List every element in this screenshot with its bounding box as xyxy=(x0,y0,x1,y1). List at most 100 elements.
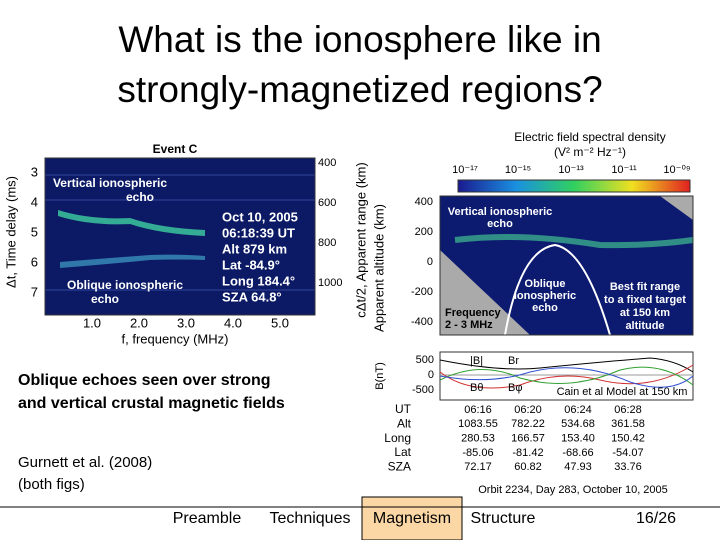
table-cell: 72.17 xyxy=(464,461,492,473)
surface-wedge xyxy=(440,250,530,335)
annotation: ionospheric xyxy=(514,290,576,302)
b-curve xyxy=(439,367,694,388)
event-info: Oct 10, 2005 xyxy=(222,209,298,224)
legend-entry: Bφ xyxy=(508,382,522,394)
y-axis-label: Apparent altitude (km) xyxy=(371,204,386,332)
event-info: 06:18:39 UT xyxy=(222,225,295,240)
event-label: Event C xyxy=(153,142,198,156)
echo-trace xyxy=(454,233,694,249)
slide-title: What is the ionosphere like in xyxy=(118,19,601,60)
nav-item: Structure xyxy=(471,510,536,527)
annotation: Vertical ionospheric xyxy=(53,176,167,190)
model-label: Cain et al Model at 150 km xyxy=(557,386,688,398)
table-label: SZA xyxy=(388,459,411,473)
table-label: Lat xyxy=(394,445,411,459)
table-cell: 361.58 xyxy=(611,418,645,430)
annotation: echo xyxy=(532,302,558,314)
plot-frame xyxy=(439,195,694,336)
y-tick-label: -200 xyxy=(411,286,433,298)
y-tick-label: 400 xyxy=(415,196,433,208)
table-label: UT xyxy=(395,402,412,416)
nav-item: Techniques xyxy=(270,510,351,527)
event-info: Alt 879 km xyxy=(222,241,287,256)
event-info: Long 184.4° xyxy=(222,273,295,288)
caption: Oblique echoes seen over strong xyxy=(18,372,271,389)
y-tick-label: 5 xyxy=(31,224,38,239)
annotation: Oblique xyxy=(525,278,566,290)
annotation: Best fit range xyxy=(610,281,680,293)
table-cell: 782.22 xyxy=(511,418,545,430)
b-tick-label: -500 xyxy=(412,384,434,396)
annotation: Frequency xyxy=(445,307,502,319)
x-tick-label: 4.0 xyxy=(224,315,242,330)
colorbar-tick-label: 10⁻¹⁵ xyxy=(505,164,531,176)
annotation: echo xyxy=(126,190,154,204)
orbit-label: Orbit 2234, Day 283, October 10, 2005 xyxy=(478,484,668,496)
colorbar xyxy=(457,179,691,193)
annotation: 2 - 3 MHz xyxy=(445,319,493,331)
y-tick-label: 3 xyxy=(31,164,38,179)
b-curve xyxy=(439,366,694,386)
left-figure xyxy=(44,157,316,316)
table-cell: 166.57 xyxy=(511,433,545,445)
echo-trace xyxy=(58,210,205,236)
annotation: to a fixed target xyxy=(604,294,686,306)
y-tick-label: -400 xyxy=(411,316,433,328)
page-number: 16/26 xyxy=(636,510,676,527)
annotation: Vertical ionospheric xyxy=(448,206,553,218)
table-cell: -85.06 xyxy=(462,447,493,459)
y2-tick-label: 400 xyxy=(318,157,336,169)
x-tick-label: 3.0 xyxy=(177,315,195,330)
texts: What is the ionosphere like in strongly-m… xyxy=(3,19,690,527)
b-curve xyxy=(439,357,694,373)
y-tick-label: 7 xyxy=(31,284,38,299)
nav-item: Magnetism xyxy=(373,510,451,527)
annotation: echo xyxy=(91,292,119,306)
table-cell: 06:20 xyxy=(514,404,542,416)
y-axis-label: Δt, Time delay (ms) xyxy=(3,176,18,288)
table-cell: 1083.55 xyxy=(458,418,498,430)
annotation: altitude xyxy=(625,320,664,332)
table-cell: -68.66 xyxy=(562,447,593,459)
b-axis-label: B(nT) xyxy=(374,362,386,390)
y2-tick-label: 600 xyxy=(318,197,336,209)
table-label: Alt xyxy=(397,416,412,430)
table-cell: 60.82 xyxy=(514,461,542,473)
table-cell: 06:28 xyxy=(614,404,642,416)
table-cell: 534.68 xyxy=(561,418,595,430)
x-tick-label: 5.0 xyxy=(271,315,289,330)
legend-entry: Br xyxy=(508,355,519,367)
event-info: Lat -84.9° xyxy=(222,257,280,272)
table-cell: 153.40 xyxy=(561,433,595,445)
y2-tick-label: 800 xyxy=(318,237,336,249)
table-cell: -54.07 xyxy=(612,447,643,459)
colorbar-title: Electric field spectral density xyxy=(514,130,665,144)
colorbar-tick-label: 10⁻⁰⁹ xyxy=(663,164,690,176)
table-cell: -81.42 xyxy=(512,447,543,459)
colorbar-tick-label: 10⁻¹³ xyxy=(558,164,584,176)
colorbar-tick-label: 10⁻¹⁷ xyxy=(452,164,478,176)
y-tick-label: 4 xyxy=(31,194,38,209)
spectrogram xyxy=(45,158,315,315)
annotation: echo xyxy=(487,218,513,230)
table-cell: 33.76 xyxy=(614,461,642,473)
legend-entry: |B| xyxy=(470,355,483,367)
slide-title: strongly-magnetized regions? xyxy=(117,69,602,110)
table-cell: 280.53 xyxy=(461,433,495,445)
citation: (both figs) xyxy=(18,476,85,493)
y-tick-label: 6 xyxy=(31,254,38,269)
colorbar-title: (V² m⁻² Hz⁻¹) xyxy=(554,145,626,159)
plot-frame xyxy=(44,157,316,316)
right-figure xyxy=(439,179,694,401)
x-tick-label: 1.0 xyxy=(83,315,101,330)
table-label: Long xyxy=(384,431,411,445)
table-cell: 150.42 xyxy=(611,433,645,445)
nav-item: Preamble xyxy=(173,510,242,527)
table-cell: 47.93 xyxy=(564,461,592,473)
surface-wedge xyxy=(660,196,693,220)
b-curve xyxy=(439,364,694,389)
echo-trace xyxy=(60,254,205,268)
colorbar-tick-label: 10⁻¹¹ xyxy=(611,164,637,176)
annotation: at 150 km xyxy=(620,307,670,319)
